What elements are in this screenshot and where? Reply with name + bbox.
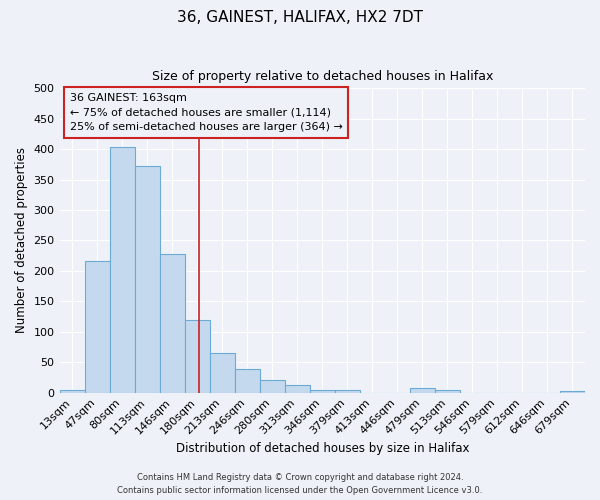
Bar	[310, 390, 335, 392]
Text: 36, GAINEST, HALIFAX, HX2 7DT: 36, GAINEST, HALIFAX, HX2 7DT	[177, 10, 423, 25]
Bar	[235, 369, 260, 392]
Y-axis label: Number of detached properties: Number of detached properties	[15, 148, 28, 334]
Bar	[410, 388, 435, 392]
Bar	[335, 390, 360, 392]
Bar	[435, 390, 460, 392]
Text: 36 GAINEST: 163sqm
← 75% of detached houses are smaller (1,114)
25% of semi-deta: 36 GAINEST: 163sqm ← 75% of detached hou…	[70, 93, 343, 132]
Bar	[260, 380, 285, 392]
Title: Size of property relative to detached houses in Halifax: Size of property relative to detached ho…	[152, 70, 493, 83]
Bar	[209, 353, 235, 393]
Bar	[85, 261, 110, 392]
Bar	[134, 166, 160, 392]
Bar	[59, 390, 85, 392]
Bar	[560, 391, 585, 392]
Bar	[110, 148, 134, 392]
Text: Contains HM Land Registry data © Crown copyright and database right 2024.
Contai: Contains HM Land Registry data © Crown c…	[118, 474, 482, 495]
Bar	[285, 384, 310, 392]
Bar	[160, 254, 185, 392]
X-axis label: Distribution of detached houses by size in Halifax: Distribution of detached houses by size …	[176, 442, 469, 455]
Bar	[185, 320, 209, 392]
